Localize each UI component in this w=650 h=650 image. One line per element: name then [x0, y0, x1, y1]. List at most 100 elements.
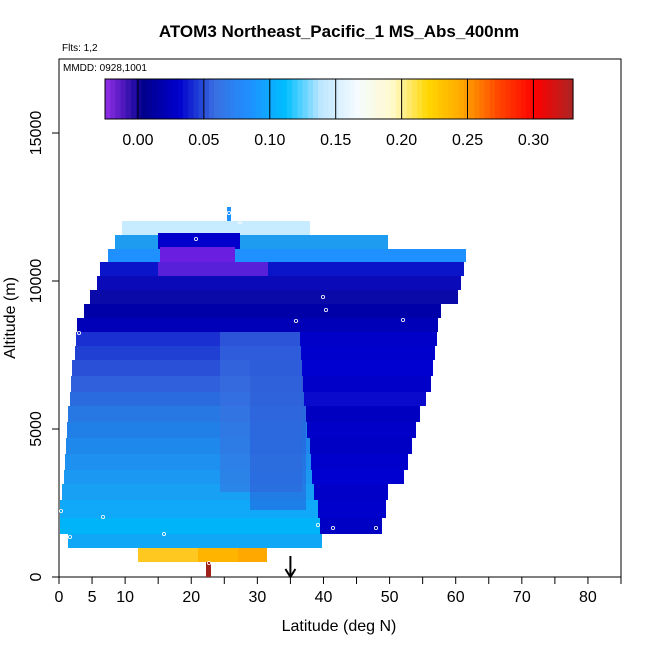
colorbar-segment [557, 79, 564, 119]
colorbar-segment [328, 79, 335, 119]
west-gradient-2 [250, 360, 306, 510]
flights-note: Flts: 1,2 [62, 43, 98, 54]
data-curtain [59, 207, 470, 577]
x-tick-label: 20 [182, 589, 200, 606]
region-east-column [300, 332, 437, 534]
colorbar-segment [250, 79, 257, 119]
colorbar-tick-label: 0.15 [320, 132, 351, 149]
boundary-cell-2 [138, 548, 198, 562]
colorbar-segment [489, 79, 496, 119]
colorbar-segment [505, 79, 512, 119]
colorbar-segment [125, 79, 132, 119]
sample-point [161, 532, 166, 537]
x-tick-label: 5 [88, 589, 97, 606]
colorbar-tick-label: 0.30 [518, 132, 549, 149]
colorbar-segment [463, 79, 470, 119]
colorbar-segment [323, 79, 330, 119]
colorbar-segment [484, 79, 491, 119]
colorbar-segment [385, 79, 392, 119]
colorbar-segment [110, 79, 116, 119]
sample-points [59, 210, 470, 566]
upper-cell-1 [122, 221, 310, 235]
x-tick-label: 10 [116, 589, 134, 606]
colorbar-tick-label: 0.25 [452, 132, 483, 149]
upper-cell-10 [84, 304, 441, 318]
x-tick-label: 30 [248, 589, 266, 606]
colorbar-segment [396, 79, 402, 119]
colorbar-tick-label: 0.00 [122, 132, 153, 149]
sample-point [465, 257, 470, 262]
east-cell-10 [312, 470, 404, 484]
latitude-marker-arrow [284, 556, 297, 579]
west-cell-14 [68, 534, 322, 548]
upper-cell-2 [115, 235, 388, 249]
east-cell-9 [311, 454, 408, 470]
sample-point [237, 219, 242, 224]
east-cell-1 [300, 332, 437, 346]
colorbar-segment [235, 79, 241, 119]
colorbar-segment [526, 79, 532, 119]
colorbar-segment [474, 79, 480, 119]
upper-cell-3 [158, 233, 240, 249]
east-cell-5 [304, 392, 426, 406]
colorbar-segment [115, 79, 122, 119]
colorbar-segment [219, 79, 226, 119]
colorbar-segment [411, 79, 418, 119]
colorbar-segment [375, 79, 382, 119]
x-tick-label: 70 [513, 589, 531, 606]
colorbar-segment [479, 79, 486, 119]
arrow-head [284, 568, 297, 579]
east-cell-13 [320, 518, 382, 534]
east-cell-4 [303, 376, 431, 392]
colorbar-segment [453, 79, 460, 119]
colorbar-segment [307, 79, 314, 119]
x-tick-label: 60 [447, 589, 465, 606]
colorbar-segment [541, 79, 548, 119]
colorbar-segment [209, 79, 215, 119]
colorbar-segment [349, 79, 356, 119]
colorbar-segment [198, 79, 205, 119]
colorbar-segment [422, 79, 428, 119]
colorbar-tick-label: 0.10 [254, 132, 285, 149]
sample-point [77, 330, 82, 335]
colorbar-segment [302, 79, 309, 119]
colorbar-segment [203, 79, 210, 119]
colorbar-segment [188, 79, 194, 119]
sample-point [323, 307, 328, 312]
colorbar-segment [531, 79, 538, 119]
colorbar-segment [229, 79, 236, 119]
east-cell-8 [310, 438, 412, 454]
sample-point [206, 561, 211, 566]
colorbar-segment [292, 79, 298, 119]
y-tick-label: 15000 [28, 111, 45, 156]
colorbar-segment [131, 79, 137, 119]
colorbar-segment [401, 79, 408, 119]
colorbar-segment [245, 79, 252, 119]
sample-point [193, 236, 198, 241]
colorbar-segment [266, 79, 272, 119]
top-isolated-cell [227, 207, 231, 221]
colorbar-segment [432, 79, 439, 119]
colorbar-segment [339, 79, 345, 119]
colorbar-segment [214, 79, 220, 119]
colorbar-segment [281, 79, 288, 119]
region-boundary-layer [138, 548, 267, 562]
plot-frame [58, 58, 622, 578]
colorbar-segment [443, 79, 449, 119]
colorbar-segment [562, 79, 569, 119]
east-cell-11 [314, 484, 388, 500]
colorbar-segment [193, 79, 200, 119]
colorbar-segment [406, 79, 413, 119]
colorbar-segment [521, 79, 527, 119]
x-tick-label: 40 [315, 589, 333, 606]
colorbar-segment [448, 79, 454, 119]
colorbar-segment [271, 79, 278, 119]
colorbar-segment [536, 79, 543, 119]
colorbar-segment [141, 79, 148, 119]
sample-point [400, 317, 405, 322]
colorbar-segment [162, 79, 168, 119]
y-tick-label: 0 [28, 572, 45, 581]
sample-point [330, 526, 335, 531]
west-cell-13 [60, 518, 320, 534]
